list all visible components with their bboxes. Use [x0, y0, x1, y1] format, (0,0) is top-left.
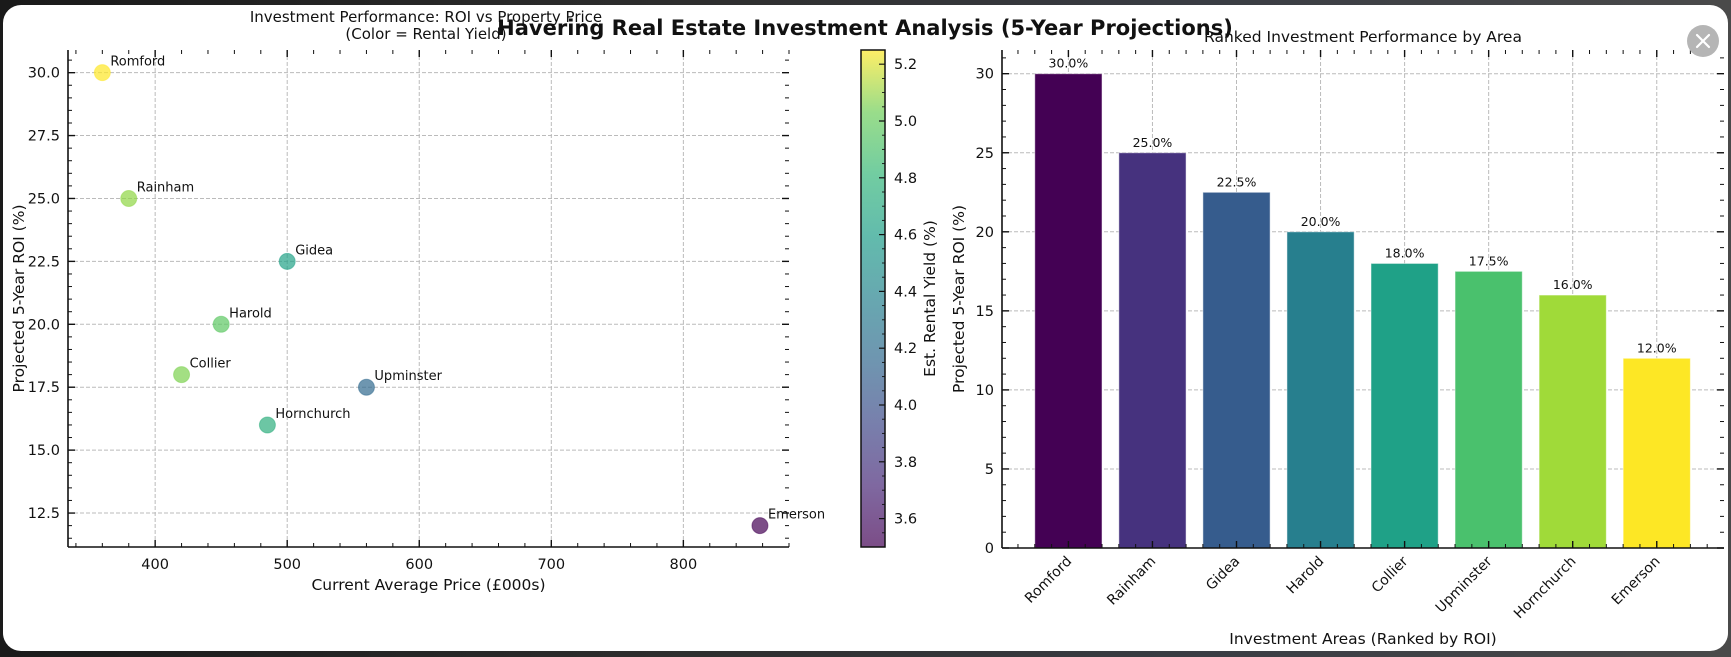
- scatter-point-label: Collier: [190, 357, 232, 372]
- scatter-point-label: Emerson: [768, 508, 825, 523]
- scatter-ticks: [68, 50, 790, 547]
- scatter-ytick-label: 17.5: [28, 380, 60, 396]
- colorbar-tick-label: 4.6: [894, 228, 917, 244]
- colorbar-label: Est. Rental Yield (%): [921, 220, 939, 377]
- bar-xtick-label: Hornchurch: [1511, 554, 1580, 623]
- bar-y-axis-label: Projected 5-Year ROI (%): [950, 205, 968, 393]
- scatter-point-label: Upminster: [374, 369, 442, 384]
- scatter-tick-labels: 400 500 600 700 800 12.5 15.0 17.5 20.0 22.5 25.0 2…: [28, 66, 697, 573]
- scatter-point-label: Harold: [229, 306, 272, 321]
- figure-suptitle: Havering Real Estate Investment Analysis…: [497, 16, 1233, 40]
- scatter-y-axis-label: Projected 5-Year ROI (%): [10, 205, 28, 393]
- colorbar: 3.6 3.8 4.0 4.2 4.4 4.6 4.8 5.0 5.2 Est. Rental …: [860, 49, 939, 548]
- bar-xtick-label: Gidea: [1203, 554, 1243, 594]
- colorbar-frame: [860, 49, 886, 548]
- scatter-points: [93, 64, 769, 535]
- scatter-xtick-label: 700: [537, 557, 565, 573]
- scatter-point: [212, 315, 230, 333]
- bar-xtick-label: Rainham: [1104, 554, 1159, 609]
- scatter-ytick-label: 30.0: [28, 66, 60, 82]
- scatter-xtick-label: 600: [405, 557, 433, 573]
- bar: [1202, 191, 1271, 549]
- bar-value-label: 20.0%: [1301, 214, 1341, 229]
- scatter-point: [278, 252, 296, 270]
- bar-rects: [1034, 73, 1691, 549]
- scatter-x-axis-label: Current Average Price (£000s): [311, 576, 545, 594]
- scatter-point: [120, 189, 138, 207]
- scatter-ytick-label: 22.5: [28, 254, 60, 270]
- scatter-plot: Romford Rainham Gidea Harold Collier Upminste…: [10, 8, 825, 594]
- scatter-ytick-label: 15.0: [28, 443, 60, 459]
- scatter-ytick-label: 27.5: [28, 129, 60, 145]
- bar: [1454, 270, 1523, 549]
- scatter-point: [93, 64, 111, 82]
- bar-xtick-label: Collier: [1369, 553, 1412, 596]
- colorbar-tick-label: 5.0: [894, 114, 917, 130]
- colorbar-tick-label: 4.4: [894, 284, 917, 300]
- scatter-point-label: Hornchurch: [275, 407, 350, 422]
- bar-ytick-label: 30: [976, 67, 994, 83]
- bar-ytick-label: 5: [985, 462, 994, 478]
- bar-value-label: 17.5%: [1469, 253, 1509, 268]
- scatter-point-label: Rainham: [137, 180, 194, 195]
- bar-value-label: 18.0%: [1385, 245, 1425, 260]
- bar-grid: [1002, 50, 1724, 548]
- figure-canvas: Romford Rainham Gidea Harold Collier Upminste…: [10, 8, 1724, 648]
- scatter-point-labels: Romford Rainham Gidea Harold Collier Upminste…: [110, 55, 825, 523]
- bar-ytick-label: 20: [976, 225, 994, 241]
- bar: [1370, 262, 1439, 549]
- bar: [1286, 231, 1355, 549]
- scatter-title: Investment Performance: ROI vs Property …: [250, 8, 602, 26]
- colorbar-tick-label: 3.6: [894, 512, 917, 528]
- colorbar-tick-label: 5.2: [894, 57, 917, 73]
- colorbar-tick-label: 4.0: [894, 398, 917, 414]
- bar-ytick-label: 10: [976, 383, 994, 399]
- scatter-subtitle: (Color = Rental Yield): [345, 25, 506, 43]
- bar-ytick-label: 0: [985, 541, 994, 557]
- bar-ytick-label: 25: [976, 146, 994, 162]
- bar-value-label: 12.0%: [1637, 340, 1677, 355]
- scatter-point: [751, 517, 769, 535]
- bar-xtick-label: Romford: [1022, 554, 1075, 607]
- bar: [1034, 73, 1103, 549]
- scatter-point-label: Romford: [110, 55, 165, 70]
- scatter-point: [258, 416, 276, 434]
- scatter-point: [357, 378, 375, 396]
- scatter-ytick-label: 20.0: [28, 317, 60, 333]
- colorbar-tick-label: 4.8: [894, 171, 917, 187]
- bar: [1622, 357, 1691, 549]
- bar-xtick-label: Upminster: [1433, 553, 1496, 616]
- bar-value-labels: 30.0% 25.0% 22.5% 20.0% 18.0% 17.5% 16.0% 12.0%: [1049, 56, 1677, 356]
- scatter-xtick-label: 400: [141, 557, 169, 573]
- bar-x-axis-label: Investment Areas (Ranked by ROI): [1229, 630, 1496, 648]
- colorbar-tick-label: 3.8: [894, 455, 917, 471]
- scatter-xtick-label: 500: [273, 557, 301, 573]
- close-icon: [1695, 33, 1711, 49]
- chart-modal-panel: Romford Rainham Gidea Harold Collier Upminste…: [3, 5, 1728, 651]
- scatter-ytick-label: 25.0: [28, 191, 60, 207]
- bar-value-label: 30.0%: [1049, 56, 1089, 71]
- bar-ytick-label: 15: [976, 304, 994, 320]
- bar-value-label: 22.5%: [1217, 174, 1257, 189]
- colorbar-gradient: [861, 50, 885, 547]
- bar-ticks: [1002, 50, 1724, 549]
- bar-value-label: 16.0%: [1553, 277, 1593, 292]
- colorbar-tick-label: 4.2: [894, 341, 917, 357]
- bar: [1538, 294, 1607, 549]
- scatter-ytick-label: 12.5: [28, 506, 60, 522]
- bar-value-label: 25.0%: [1133, 135, 1173, 150]
- bar-xtick-label: Harold: [1284, 554, 1328, 598]
- scatter-point: [173, 366, 191, 384]
- scatter-xtick-label: 800: [670, 557, 698, 573]
- scatter-point-label: Gidea: [295, 243, 333, 258]
- close-button[interactable]: [1687, 25, 1719, 57]
- bar: [1118, 152, 1187, 549]
- bar-title: Ranked Investment Performance by Area: [1204, 28, 1522, 46]
- bar-xtick-label: Emerson: [1609, 554, 1664, 609]
- colorbar-ticks: 3.6 3.8 4.0 4.2 4.4 4.6 4.8 5.0 5.2: [879, 49, 917, 534]
- scatter-grid: [68, 50, 789, 547]
- bar-plot: 30.0% 25.0% 22.5% 20.0% 18.0% 17.5% 16.0% 12.0%…: [950, 28, 1724, 648]
